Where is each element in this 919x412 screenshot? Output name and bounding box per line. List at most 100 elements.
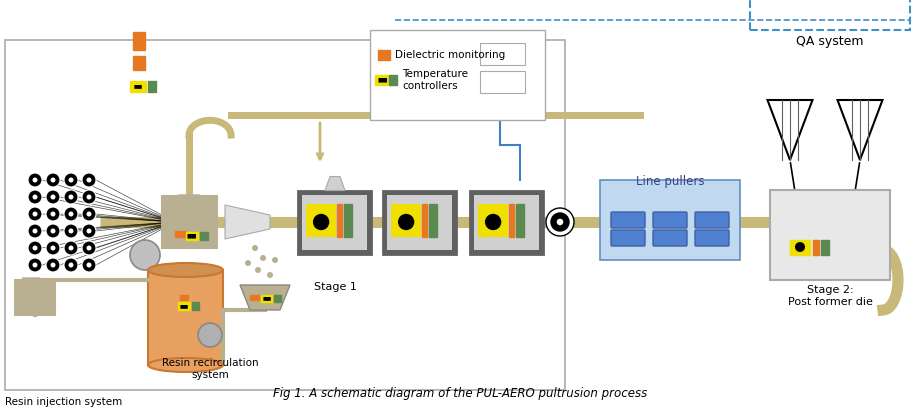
Circle shape [255,267,261,273]
Bar [186,232,198,240]
Circle shape [32,194,38,199]
Circle shape [82,224,96,238]
FancyBboxPatch shape [391,204,420,236]
Circle shape [82,241,96,255]
Circle shape [86,262,91,267]
FancyBboxPatch shape [652,212,686,228]
Bar [812,240,818,255]
FancyBboxPatch shape [306,204,335,236]
Bar [148,81,156,92]
FancyBboxPatch shape [148,270,222,365]
Circle shape [32,246,38,250]
Circle shape [82,173,96,187]
Bar [789,240,809,255]
Text: Stage 2:
Post former die: Stage 2: Post former die [787,285,871,307]
Polygon shape [225,205,269,239]
Circle shape [64,224,78,238]
FancyBboxPatch shape [474,194,539,250]
Circle shape [28,258,42,272]
Bar [192,302,199,310]
Circle shape [28,224,42,238]
Text: Stage 1: Stage 1 [313,282,356,292]
Circle shape [32,178,38,183]
FancyBboxPatch shape [369,30,544,120]
Circle shape [51,211,55,216]
Circle shape [64,258,78,272]
FancyBboxPatch shape [694,212,728,228]
Text: Fig 1. A schematic diagram of the PUL-AERO pultrusion process: Fig 1. A schematic diagram of the PUL-AE… [273,387,646,400]
Circle shape [32,229,38,234]
Circle shape [51,229,55,234]
Circle shape [550,213,568,231]
Text: ■■: ■■ [179,304,188,309]
Bar [389,75,397,85]
Circle shape [260,255,266,261]
Circle shape [28,207,42,221]
Circle shape [46,241,60,255]
Circle shape [51,178,55,183]
Circle shape [28,190,42,204]
Text: Line pullers: Line pullers [635,175,703,188]
FancyBboxPatch shape [383,190,456,253]
Text: Dielectric monitoring: Dielectric monitoring [394,50,505,60]
Bar [378,50,390,60]
FancyBboxPatch shape [162,196,217,248]
Bar [516,204,523,236]
Circle shape [82,190,96,204]
Circle shape [267,272,273,278]
Circle shape [86,194,91,199]
Bar [274,295,280,302]
Bar [344,204,351,236]
FancyBboxPatch shape [749,0,909,30]
Text: ■■: ■■ [262,295,271,300]
Bar [250,295,259,300]
FancyBboxPatch shape [298,190,371,253]
Circle shape [28,241,42,255]
FancyBboxPatch shape [599,180,739,260]
FancyBboxPatch shape [470,190,543,253]
Circle shape [32,211,38,216]
Circle shape [86,246,91,250]
Text: ■■: ■■ [378,77,388,82]
Bar [336,204,341,236]
Circle shape [64,207,78,221]
Circle shape [68,178,74,183]
Polygon shape [766,100,811,160]
Text: ■■: ■■ [187,234,197,239]
Circle shape [86,211,91,216]
Circle shape [82,258,96,272]
Circle shape [64,241,78,255]
Circle shape [46,190,60,204]
Bar [130,81,146,92]
Circle shape [64,190,78,204]
Bar [508,204,513,236]
Circle shape [545,208,573,236]
Text: ■■: ■■ [133,84,142,89]
Bar [177,302,190,310]
Polygon shape [324,176,345,190]
Circle shape [46,258,60,272]
Circle shape [86,229,91,234]
Circle shape [794,242,804,252]
Bar [180,295,187,300]
Ellipse shape [148,263,222,277]
Text: Resin recirculation
system: Resin recirculation system [162,358,258,379]
Circle shape [86,178,91,183]
FancyBboxPatch shape [478,204,507,236]
FancyBboxPatch shape [302,194,367,250]
Circle shape [272,257,278,263]
Circle shape [32,262,38,267]
Polygon shape [240,285,289,310]
Circle shape [68,211,74,216]
Polygon shape [22,278,40,282]
FancyBboxPatch shape [15,280,55,315]
FancyBboxPatch shape [610,230,644,246]
Polygon shape [836,100,881,160]
FancyBboxPatch shape [480,43,525,65]
Ellipse shape [148,358,222,372]
Circle shape [68,246,74,250]
Bar [428,204,437,236]
Circle shape [64,173,78,187]
Bar [199,232,208,240]
Bar [175,231,185,237]
